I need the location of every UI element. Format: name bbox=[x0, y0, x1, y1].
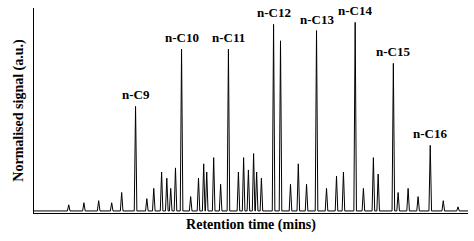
svg-text:n-C16: n-C16 bbox=[413, 126, 447, 141]
svg-text:Normalised signal (a.u.): Normalised signal (a.u.) bbox=[11, 39, 27, 182]
svg-text:n-C9: n-C9 bbox=[122, 87, 150, 102]
svg-text:Retention time (mins): Retention time (mins) bbox=[186, 217, 316, 233]
svg-text:n-C11: n-C11 bbox=[212, 30, 245, 45]
svg-text:n-C14: n-C14 bbox=[338, 3, 372, 18]
svg-text:n-C12: n-C12 bbox=[257, 5, 291, 20]
svg-text:n-C15: n-C15 bbox=[376, 44, 410, 59]
svg-text:n-C10: n-C10 bbox=[165, 30, 199, 45]
svg-text:n-C13: n-C13 bbox=[300, 12, 334, 27]
